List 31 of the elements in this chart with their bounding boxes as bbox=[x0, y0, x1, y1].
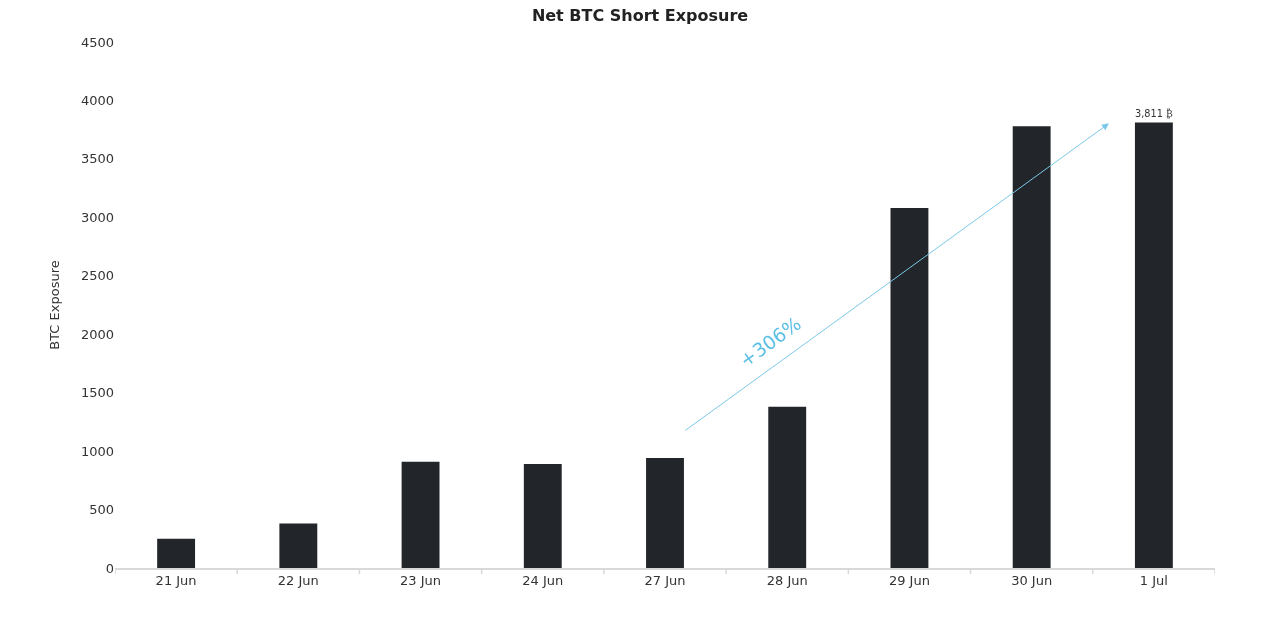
bar bbox=[768, 406, 807, 568]
bar bbox=[1134, 122, 1173, 568]
x-tick-label: 24 Jun bbox=[522, 573, 564, 589]
bar bbox=[890, 207, 929, 568]
y-tick-label: 3000 bbox=[80, 209, 114, 225]
x-tick-label: 29 Jun bbox=[888, 573, 930, 589]
x-tick-label: 27 Jun bbox=[644, 573, 686, 589]
bar bbox=[279, 523, 318, 568]
y-tick-label: 500 bbox=[89, 502, 114, 518]
y-tick-label: 3500 bbox=[80, 151, 114, 167]
y-axis-title: BTC Exposure bbox=[46, 260, 62, 350]
y-tick-label: 4500 bbox=[80, 34, 114, 50]
bar bbox=[1012, 126, 1051, 568]
y-tick-label: 1000 bbox=[80, 443, 114, 459]
y-tick-label: 2000 bbox=[80, 326, 114, 342]
x-tick-label: 21 Jun bbox=[155, 573, 197, 589]
bar bbox=[157, 538, 196, 568]
x-tick-label: 23 Jun bbox=[400, 573, 442, 589]
y-tick-label: 2500 bbox=[80, 268, 114, 284]
bar bbox=[523, 463, 562, 568]
x-tick-label: 28 Jun bbox=[766, 573, 808, 589]
x-tick-label: 22 Jun bbox=[277, 573, 319, 589]
y-tick-label: 1500 bbox=[80, 385, 114, 401]
y-tick-label: 0 bbox=[105, 560, 114, 576]
x-tick-label: 30 Jun bbox=[1011, 573, 1053, 589]
bar bbox=[646, 458, 684, 568]
data-label: 3,811 ₿ bbox=[1134, 108, 1174, 120]
y-tick-label: 4000 bbox=[80, 92, 114, 108]
bar bbox=[401, 461, 440, 568]
x-tick-label: 1 Jul bbox=[1139, 573, 1168, 589]
chart-title: Net BTC Short Exposure bbox=[531, 5, 749, 25]
